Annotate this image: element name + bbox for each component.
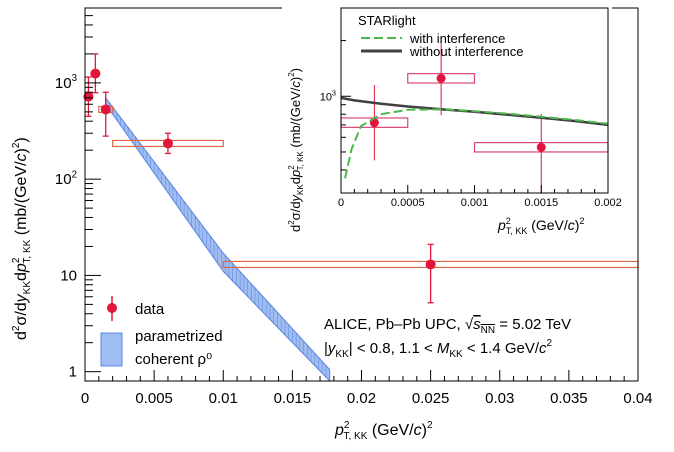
inset-x-tick-label: 0 bbox=[338, 197, 344, 209]
inset-legend-without-interference: without interference bbox=[409, 44, 523, 59]
legend-band-label-line1: parametrized bbox=[135, 328, 223, 345]
inset-x-tick-label: 0.001 bbox=[461, 197, 489, 209]
data-point bbox=[425, 259, 436, 270]
main-x-tick-label: 0.005 bbox=[135, 390, 173, 407]
main-y-tick-label: 102 bbox=[55, 169, 77, 188]
inset-legend-title: STARlight bbox=[358, 13, 416, 28]
annotation-line1: ALICE, Pb–Pb UPC, √sNN = 5.02 TeV bbox=[324, 316, 571, 336]
inset-x-tick-label: 0.0015 bbox=[524, 197, 558, 209]
inset-data-point bbox=[436, 73, 446, 83]
main-x-tick-label: 0.035 bbox=[550, 390, 588, 407]
with-interference-curve bbox=[344, 108, 609, 179]
annotation-line2: |yKK| < 0.8, 1.1 < MKK < 1.4 GeV/c2 bbox=[324, 338, 553, 360]
main-x-tick-label: 0 bbox=[81, 390, 89, 407]
main-x-tick-label: 0.04 bbox=[623, 390, 652, 407]
main-x-tick-label: 0.025 bbox=[412, 390, 450, 407]
main-annotation: ALICE, Pb–Pb UPC, √sNN = 5.02 TeV |yKK| … bbox=[324, 316, 571, 360]
main-y-tick-label: 103 bbox=[55, 73, 77, 92]
without-interference-curve bbox=[340, 96, 609, 127]
svg-text:d2σ/dyKKdp2T, KK (mb/(GeV/c)2: d2σ/dyKKdp2T, KK (mb/(GeV/c)2) bbox=[287, 68, 305, 232]
main-y-tick-label: 1 bbox=[69, 364, 77, 381]
data-point bbox=[90, 68, 101, 79]
main-y-tick-label: 10 bbox=[60, 267, 77, 284]
data-point bbox=[100, 104, 111, 115]
inset-curve-layer bbox=[340, 96, 609, 179]
legend-band-swatch bbox=[100, 332, 123, 367]
main-legend: data parametrized coherent ρ⁰ bbox=[100, 296, 223, 368]
main-y-axis-label: d2σ/dyKKdp2T, KK (mb/(GeV/c)2) bbox=[11, 137, 33, 340]
main-x-tick-label: 0.02 bbox=[347, 390, 376, 407]
main-x-tick-label: 0.03 bbox=[485, 390, 514, 407]
main-axes-layer: 0 0.005 0.01 0.015 0.02 0.025 0.03 0.035 0.04 1 10… bbox=[55, 7, 653, 407]
legend-band-label-line2: coherent ρ⁰ bbox=[135, 351, 212, 368]
inset-axes-layer: 0 0.0005 0.001 0.0015 0.002 103 bbox=[320, 7, 622, 209]
inset-legend: STARlight with interference without inte… bbox=[358, 13, 523, 59]
inset-y-axis-label: d2σ/dyKKdp2T, KK (mb/(GeV/c)2) bbox=[287, 68, 305, 232]
main-x-tick-label: 0.01 bbox=[209, 390, 238, 407]
inset-x-tick-label: 0.0005 bbox=[391, 197, 425, 209]
inset-data-point bbox=[536, 142, 546, 152]
data-point bbox=[162, 138, 173, 149]
inset-x-tick-label: 0.002 bbox=[594, 197, 622, 209]
inset-legend-with-interference: with interference bbox=[409, 31, 505, 46]
inset-background bbox=[282, 4, 612, 242]
inset-y-tick-label: 103 bbox=[320, 89, 336, 103]
legend-data-marker bbox=[107, 303, 117, 313]
svg-text:d2σ/dyKKdp2T, KK (mb/(GeV/c)2: d2σ/dyKKdp2T, KK (mb/(GeV/c)2) bbox=[11, 137, 33, 340]
main-x-tick-label: 0.015 bbox=[274, 390, 312, 407]
data-point bbox=[83, 91, 94, 102]
legend-data-label: data bbox=[135, 301, 165, 318]
inset-x-axis-label: p2 T, KK (GeV/c)2 bbox=[497, 216, 584, 236]
main-x-axis-label: p2 T, KK (GeV/c)2 bbox=[334, 420, 433, 442]
